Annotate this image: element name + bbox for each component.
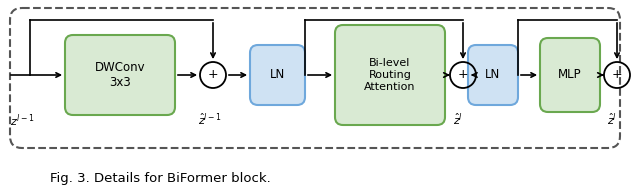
FancyBboxPatch shape	[335, 25, 445, 125]
Text: +: +	[208, 68, 218, 82]
Text: $\hat{z}^{l}$: $\hat{z}^{l}$	[607, 112, 617, 128]
FancyBboxPatch shape	[250, 45, 305, 105]
Text: $\hat{z}^{l-1}$: $\hat{z}^{l-1}$	[198, 112, 222, 128]
Text: LN: LN	[485, 68, 500, 82]
FancyBboxPatch shape	[468, 45, 518, 105]
Text: DWConv
3x3: DWConv 3x3	[95, 61, 145, 89]
FancyBboxPatch shape	[65, 35, 175, 115]
Text: MLP: MLP	[558, 68, 582, 82]
Text: +: +	[612, 68, 622, 82]
Text: Fig. 3. Details for BiFormer block.: Fig. 3. Details for BiFormer block.	[50, 172, 271, 185]
Text: Bi-level
Routing
Attention: Bi-level Routing Attention	[364, 58, 416, 92]
Text: +: +	[458, 68, 468, 82]
FancyBboxPatch shape	[540, 38, 600, 112]
Text: LN: LN	[270, 68, 285, 82]
Text: $\hat{z}^{l}$: $\hat{z}^{l}$	[453, 112, 463, 128]
Text: $z^{l-1}$: $z^{l-1}$	[10, 112, 34, 129]
